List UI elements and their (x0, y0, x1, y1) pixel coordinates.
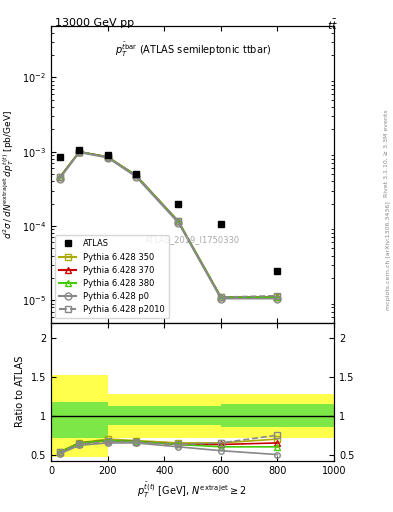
Pythia 6.428 p2010 (176, 219, 181, 225)
Text: mcplots.cern.ch [arXiv:1306.3436]: mcplots.cern.ch [arXiv:1306.3436] (386, 202, 391, 310)
Pythia 6.428 p0 (134, 174, 138, 180)
X-axis label: $p_T^{\bar{t}(t)}$ [GeV], $N^{\mathrm{extra\,jet}} \geq 2$: $p_T^{\bar{t}(t)}$ [GeV], $N^{\mathrm{ex… (138, 481, 248, 500)
ATLAS (57, 154, 62, 160)
Pythia 6.428 p0 (176, 220, 181, 226)
Pythia 6.428 370 (275, 294, 280, 300)
Pythia 6.428 370 (219, 294, 223, 300)
Pythia 6.428 p0 (219, 295, 223, 302)
Line: ATLAS: ATLAS (56, 146, 281, 274)
Text: Rivet 3.1.10, ≥ 3.3M events: Rivet 3.1.10, ≥ 3.3M events (384, 110, 389, 198)
Y-axis label: $d^2\sigma\,/\,dN^{\mathrm{extra\,jet}}\,dp_T^{\bar{t}(t)}$ [pb/GeV]: $d^2\sigma\,/\,dN^{\mathrm{extra\,jet}}\… (0, 110, 17, 239)
Line: Pythia 6.428 370: Pythia 6.428 370 (56, 148, 281, 301)
Text: $p_T^{\bar{t}\mathrm{bar}}$ (ATLAS semileptonic ttbar): $p_T^{\bar{t}\mathrm{bar}}$ (ATLAS semil… (115, 40, 270, 59)
Text: 13000 GeV pp: 13000 GeV pp (55, 18, 134, 28)
Pythia 6.428 p0 (105, 155, 110, 161)
Pythia 6.428 380 (134, 173, 138, 179)
Y-axis label: Ratio to ATLAS: Ratio to ATLAS (15, 356, 25, 428)
Legend: ATLAS, Pythia 6.428 350, Pythia 6.428 370, Pythia 6.428 380, Pythia 6.428 p0, Py: ATLAS, Pythia 6.428 350, Pythia 6.428 37… (55, 235, 169, 318)
Line: Pythia 6.428 p0: Pythia 6.428 p0 (56, 149, 281, 302)
Line: Pythia 6.428 p2010: Pythia 6.428 p2010 (56, 148, 281, 301)
Pythia 6.428 350 (219, 294, 223, 300)
Text: $t\bar{t}$: $t\bar{t}$ (327, 18, 338, 32)
Pythia 6.428 p0 (77, 150, 82, 156)
Pythia 6.428 380 (219, 294, 223, 300)
ATLAS (219, 221, 223, 227)
Line: Pythia 6.428 380: Pythia 6.428 380 (56, 148, 281, 301)
Pythia 6.428 350 (176, 219, 181, 225)
Pythia 6.428 p0 (57, 176, 62, 182)
ATLAS (275, 268, 280, 274)
ATLAS (105, 152, 110, 158)
Pythia 6.428 370 (57, 175, 62, 181)
Pythia 6.428 p2010 (57, 175, 62, 181)
Pythia 6.428 p2010 (134, 173, 138, 179)
Pythia 6.428 p2010 (219, 294, 223, 300)
ATLAS (134, 171, 138, 177)
Line: Pythia 6.428 350: Pythia 6.428 350 (56, 148, 281, 301)
Pythia 6.428 370 (77, 148, 82, 155)
Pythia 6.428 p0 (275, 295, 280, 302)
Pythia 6.428 380 (77, 148, 82, 155)
ATLAS (176, 201, 181, 207)
Text: ATLAS_2019_I1750330: ATLAS_2019_I1750330 (145, 235, 240, 244)
Pythia 6.428 p2010 (77, 148, 82, 155)
Pythia 6.428 380 (57, 175, 62, 181)
Pythia 6.428 370 (105, 154, 110, 160)
Pythia 6.428 380 (275, 294, 280, 300)
Pythia 6.428 350 (275, 294, 280, 300)
Pythia 6.428 350 (77, 148, 82, 155)
Pythia 6.428 p2010 (275, 293, 280, 299)
Pythia 6.428 350 (57, 175, 62, 181)
Pythia 6.428 370 (176, 219, 181, 225)
Pythia 6.428 380 (176, 219, 181, 225)
Pythia 6.428 370 (134, 173, 138, 179)
ATLAS (77, 147, 82, 153)
Pythia 6.428 380 (105, 154, 110, 160)
Pythia 6.428 350 (134, 173, 138, 179)
Pythia 6.428 350 (105, 154, 110, 160)
Pythia 6.428 p2010 (105, 154, 110, 160)
